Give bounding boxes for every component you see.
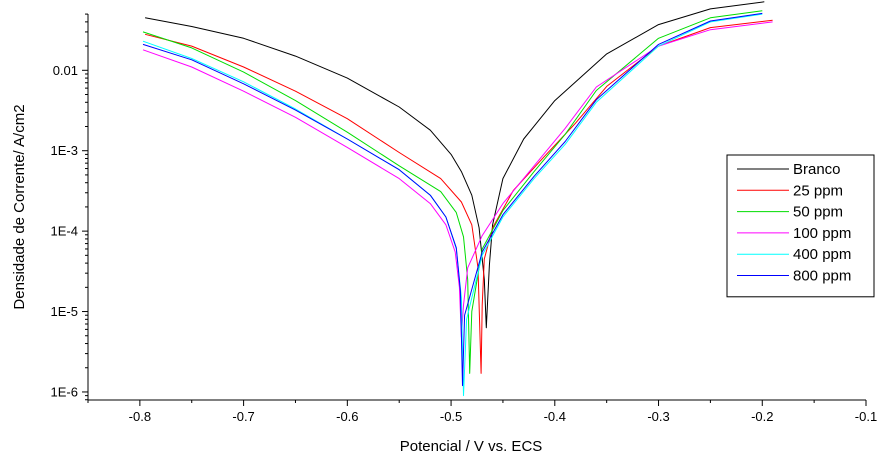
y-tick-label: 0.01 (53, 63, 78, 78)
legend-label: Branco (793, 161, 841, 178)
x-tick-label: -0.1 (855, 409, 877, 424)
y-tick-label: 1E-4 (51, 224, 78, 239)
x-tick-label: -0.7 (232, 409, 254, 424)
x-tick-label: -0.6 (336, 409, 358, 424)
x-axis-title: Potencial / V vs. ECS (400, 438, 543, 455)
x-tick-label: -0.5 (440, 409, 462, 424)
y-tick-label: 1E-5 (51, 304, 78, 319)
legend-label: 25 ppm (793, 182, 843, 199)
axes: -0.8 -0.7 -0.6 -0.5 -0.4 -0.3 -0.2 -0.1 0.01 1E-3… (51, 13, 877, 424)
x-tick-label: -0.8 (129, 409, 151, 424)
legend-box (726, 154, 875, 298)
legend-label: 400 ppm (793, 246, 851, 263)
legend-label: 800 ppm (793, 268, 851, 285)
x-tick-label: -0.3 (647, 409, 669, 424)
x-tick-label: -0.2 (751, 409, 773, 424)
x-tick-label: -0.4 (544, 409, 566, 424)
series-group (142, 1, 773, 397)
series-line-branco (145, 1, 765, 329)
y-tick-label: 1E-6 (51, 384, 78, 399)
series-line-50-ppm (142, 10, 763, 374)
legend-label: 50 ppm (793, 204, 843, 221)
series-line-400-ppm (142, 13, 763, 397)
legend: Branco 25 ppm 50 ppm 100 ppm 400 ppm 800 ppm (726, 154, 875, 298)
y-tick-label: 1E-3 (51, 143, 78, 158)
series-line-25-ppm (144, 19, 773, 374)
y-axis-title: Densidade de Corrente/ A/cm2 (11, 104, 28, 309)
series-line-800-ppm (142, 12, 763, 387)
legend-label: 100 ppm (793, 225, 851, 242)
